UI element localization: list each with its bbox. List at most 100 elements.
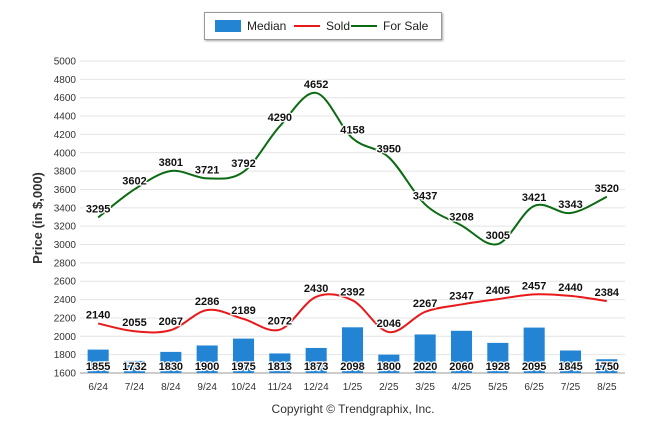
sold-data-label: 2055 (122, 317, 146, 329)
median-bar (341, 327, 364, 373)
x-tick-label: 10/24 (231, 382, 256, 393)
x-tick-label: 11/24 (268, 382, 293, 393)
x-tick-label: 5/25 (488, 382, 508, 393)
sold-data-label: 2384 (595, 287, 620, 299)
x-tick-label: 8/25 (597, 382, 617, 393)
sold-data-label: 2286 (195, 296, 219, 308)
median-data-label: 2095 (522, 361, 546, 373)
sold-data-label: 2457 (522, 280, 546, 292)
median-data-label: 1845 (558, 361, 582, 373)
legend-item-sold[interactable]: Sold (294, 18, 350, 34)
y-tick-label: 4600 (54, 93, 77, 104)
median-bar (196, 345, 218, 373)
median-data-label: 1750 (595, 361, 619, 373)
copyright-text: Copyright © Trendgraphix, Inc. (271, 402, 435, 416)
for-sale-data-label: 4652 (304, 79, 328, 91)
y-tick-label: 3000 (54, 240, 77, 251)
median-data-label: 1732 (122, 361, 146, 373)
y-tick-label: 3400 (54, 203, 77, 214)
median-bar (123, 360, 146, 373)
sold-data-label: 2392 (340, 286, 364, 298)
median-bars (87, 327, 618, 373)
y-tick-label: 5000 (54, 57, 77, 68)
x-tick-label: 12/24 (304, 382, 329, 393)
legend-item-median[interactable]: Median (215, 18, 286, 34)
for-sale-data-label: 3602 (122, 175, 146, 187)
median-bar (378, 354, 400, 373)
legend-label-median: Median (247, 19, 287, 33)
x-tick-label: 7/25 (561, 382, 581, 393)
x-tick-label: 1/25 (343, 382, 363, 393)
sold-data-label: 2405 (486, 285, 510, 297)
sold-data-label: 2046 (377, 318, 401, 330)
y-tick-label: 3200 (54, 222, 77, 233)
x-tick-label: 6/25 (524, 382, 544, 393)
for-sale-data-label: 3520 (595, 183, 619, 195)
median-data-label: 1928 (486, 361, 510, 373)
y-tick-label: 4800 (54, 75, 77, 86)
x-tick-label: 2/25 (379, 382, 399, 393)
legend-item-for-sale[interactable]: For Sale (351, 18, 428, 34)
for-sale-data-label: 3792 (231, 158, 255, 170)
y-tick-label: 4000 (54, 148, 77, 159)
median-data-label: 1900 (195, 361, 219, 373)
x-tick-label: 6/24 (88, 382, 108, 393)
sold-data-label: 2430 (304, 283, 328, 295)
legend: Median Sold For Sale (204, 12, 442, 40)
x-tick-label: 9/24 (197, 382, 217, 393)
sold-swatch (294, 25, 320, 27)
for-sale-data-label: 3801 (159, 157, 183, 169)
data-labels: 1855 1732 1830 1900 1975 1813 1873 2098 1800 2020… (85, 78, 622, 375)
x-tick-label: 7/24 (125, 382, 145, 393)
y-tick-label: 2200 (54, 313, 77, 324)
median-data-label: 1800 (377, 361, 401, 373)
sold-data-label: 2140 (86, 309, 110, 321)
y-tick-label: 3800 (54, 167, 77, 178)
for-sale-data-label: 3437 (413, 190, 437, 202)
for-sale-data-label: 3421 (522, 192, 546, 204)
sold-line (97, 293, 607, 334)
median-bar (414, 334, 436, 373)
y-tick-label: 2000 (54, 332, 77, 343)
median-data-label: 1813 (268, 361, 292, 373)
for-sale-data-label: 3343 (558, 199, 582, 211)
y-axis-ticks: 1600 1800 2000 2200 2400 2600 2800 3000 3200 3400… (54, 57, 77, 380)
series-lines (97, 91, 608, 334)
y-tick-label: 2400 (54, 295, 77, 306)
legend-label-for-sale: For Sale (383, 19, 429, 33)
median-data-label: 1975 (231, 361, 255, 373)
median-swatch (215, 20, 241, 32)
y-tick-label: 1800 (54, 350, 77, 361)
y-tick-label: 3600 (54, 185, 77, 196)
median-bar (269, 353, 291, 373)
median-bar (87, 349, 109, 373)
for-sale-data-label: 3295 (86, 203, 110, 215)
for-sale-swatch (351, 25, 377, 27)
sold-data-label: 2347 (449, 290, 473, 302)
y-axis-label: Price (in $,000) (30, 172, 45, 264)
x-tick-label: 8/24 (161, 382, 181, 393)
median-data-label: 1830 (159, 361, 183, 373)
median-bar (596, 359, 618, 373)
median-data-label: 2020 (413, 361, 437, 373)
median-bar (160, 351, 182, 373)
median-bar (523, 327, 545, 373)
for-sale-data-label: 3005 (486, 230, 510, 242)
for-sale-data-label: 3208 (449, 211, 473, 223)
y-tick-label: 2800 (54, 258, 77, 269)
x-tick-label: 4/25 (452, 382, 472, 393)
for-sale-line (97, 91, 608, 246)
for-sale-data-label: 4290 (268, 112, 292, 124)
for-sale-data-label: 3950 (377, 143, 401, 155)
median-bar (559, 350, 582, 373)
median-data-label: 1873 (304, 361, 328, 373)
sold-data-label: 2067 (159, 316, 183, 328)
legend-label-sold: Sold (326, 19, 351, 33)
median-bar (305, 347, 327, 373)
median-bar (232, 338, 255, 373)
y-tick-label: 4400 (54, 112, 77, 123)
sold-data-label: 2440 (558, 282, 582, 294)
y-tick-label: 1600 (54, 369, 77, 380)
y-tick-label: 2600 (54, 277, 77, 288)
median-data-label: 1855 (86, 361, 110, 373)
